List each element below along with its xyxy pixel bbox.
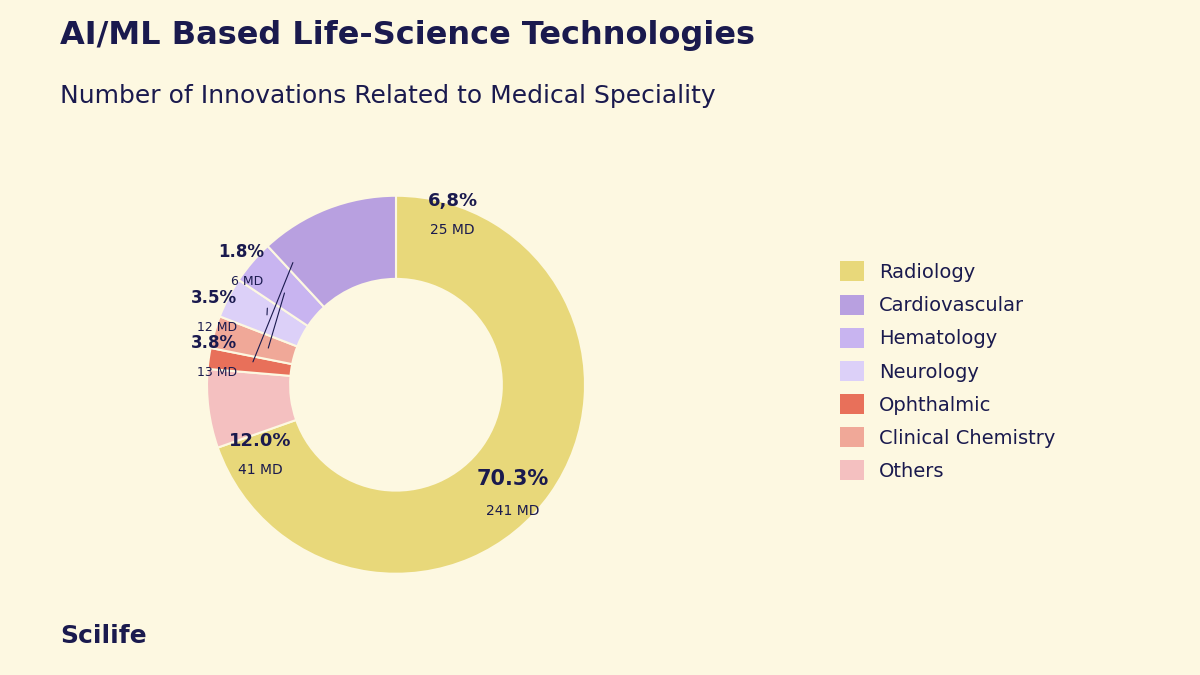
Text: 41 MD: 41 MD [238,463,282,477]
Wedge shape [239,246,324,326]
Text: 6,8%: 6,8% [427,192,478,211]
Wedge shape [217,196,584,574]
Wedge shape [206,369,296,448]
Text: 6 MD: 6 MD [232,275,264,288]
Text: 25 MD: 25 MD [431,223,475,237]
Text: 3.8%: 3.8% [191,334,238,352]
Text: AI/ML Based Life-Science Technologies: AI/ML Based Life-Science Technologies [60,20,755,51]
Text: 70.3%: 70.3% [478,469,550,489]
Wedge shape [220,280,308,346]
Text: Scilife: Scilife [60,624,146,648]
Text: 241 MD: 241 MD [486,504,540,518]
Legend: Radiology, Cardiovascular, Hematology, Neurology, Ophthalmic, Clinical Chemistry: Radiology, Cardiovascular, Hematology, N… [830,252,1066,491]
Wedge shape [211,317,298,364]
Text: 12.0%: 12.0% [229,433,292,450]
Text: 1.8%: 1.8% [217,244,264,261]
Text: 13 MD: 13 MD [197,366,238,379]
Text: Number of Innovations Related to Medical Speciality: Number of Innovations Related to Medical… [60,84,715,109]
Wedge shape [268,196,396,307]
Text: 12 MD: 12 MD [197,321,238,333]
Wedge shape [208,348,292,376]
Text: 3.5%: 3.5% [191,289,238,307]
